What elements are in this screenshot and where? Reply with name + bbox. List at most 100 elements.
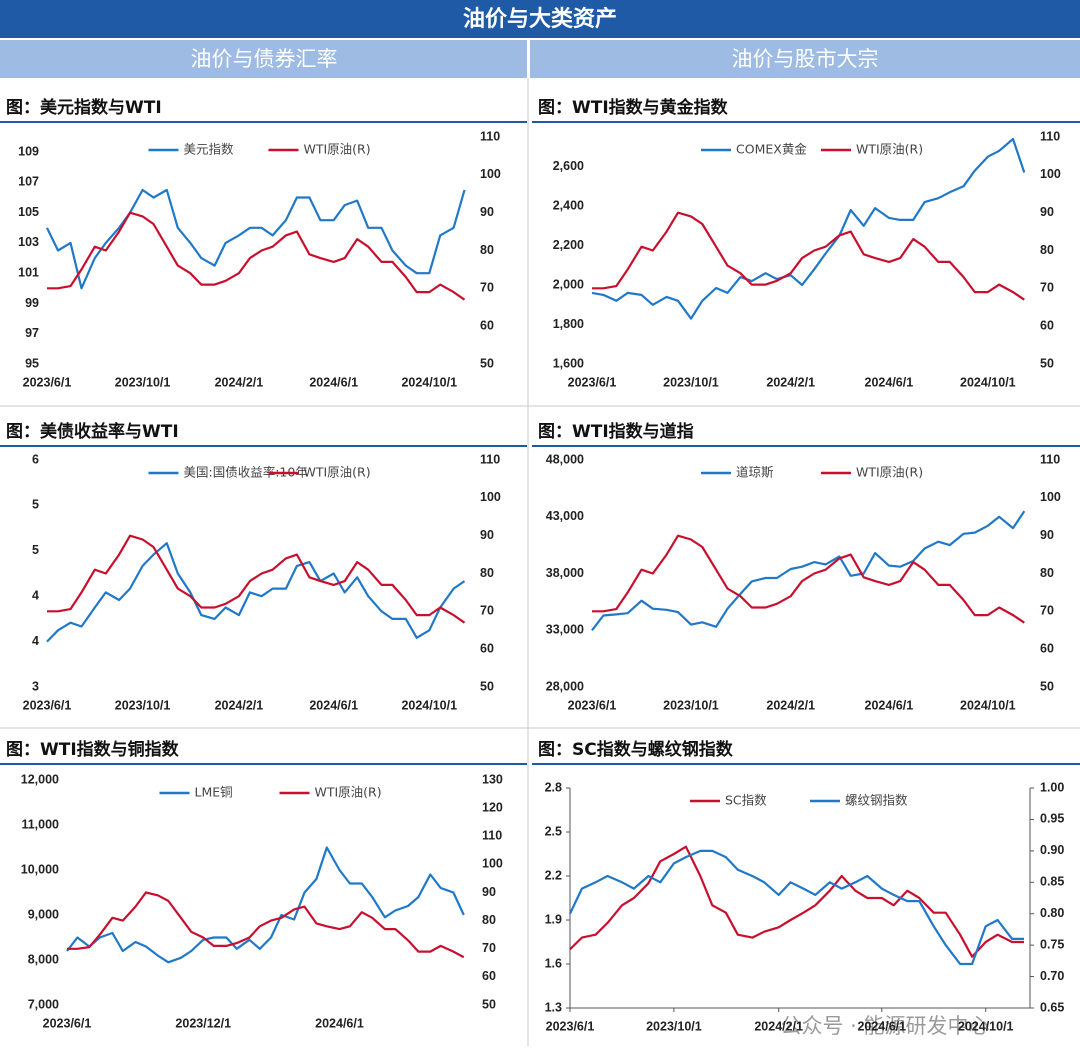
series-line: [592, 211, 1025, 301]
y2-tick-label: 120: [482, 800, 503, 814]
section-bar: [0, 40, 527, 78]
legend-label: WTI原油(R): [304, 142, 371, 157]
y-tick-label: 5: [32, 498, 39, 512]
series-line: [67, 891, 465, 959]
y-tick-label: 1.6: [545, 956, 562, 970]
y2-tick-label: 70: [1040, 281, 1054, 295]
y-tick-label: 109: [18, 144, 39, 158]
y2-tick-label: 60: [1040, 641, 1054, 655]
y2-tick-label: 0.65: [1040, 1000, 1064, 1014]
y-tick-label: 1.3: [545, 1000, 562, 1014]
y-tick-label: 103: [18, 235, 39, 249]
x-tick-label: 2024/2/1: [766, 698, 815, 712]
x-tick-label: 2023/6/1: [23, 698, 72, 712]
x-tick-label: 2024/10/1: [401, 375, 457, 389]
y2-tick-label: 50: [480, 679, 494, 693]
y2-tick-label: 90: [1040, 528, 1054, 542]
x-tick-label: 2024/6/1: [865, 698, 914, 712]
y-tick-label: 11,000: [21, 817, 59, 831]
series-line: [592, 534, 1025, 624]
y2-tick-label: 50: [482, 997, 496, 1011]
x-tick-label: 2024/6/1: [309, 375, 358, 389]
series-line: [569, 849, 1024, 966]
x-tick-label: 2023/6/1: [43, 1016, 92, 1030]
legend-label: 美国:国债收益率:10年: [184, 465, 308, 480]
x-tick-label: 2023/6/1: [568, 698, 617, 712]
y2-tick-label: 70: [1040, 604, 1054, 618]
y-tick-label: 1,600: [553, 356, 584, 370]
y-tick-label: 2.8: [545, 780, 562, 794]
series-line: [47, 534, 466, 624]
x-tick-label: 2024/10/1: [958, 1019, 1014, 1033]
x-tick-label: 2023/6/1: [568, 375, 617, 389]
y2-tick-label: 100: [480, 490, 501, 504]
legend-label: 美元指数: [184, 142, 235, 157]
legend-label: SC指数: [725, 793, 767, 808]
y-tick-label: 105: [18, 205, 39, 219]
y2-tick-label: 70: [482, 941, 496, 955]
y2-tick-label: 50: [1040, 356, 1054, 370]
series-line: [46, 542, 466, 643]
x-tick-label: 2024/2/1: [766, 375, 815, 389]
x-tick-label: 2024/2/1: [215, 698, 264, 712]
y2-tick-label: 110: [480, 452, 500, 466]
y-tick-label: 95: [25, 356, 39, 370]
legend-label: COMEX黄金: [736, 142, 807, 157]
chart-title: 图：WTI指数与铜指数: [6, 739, 180, 760]
x-tick-label: 2024/6/1: [865, 375, 914, 389]
y-tick-label: 4: [32, 588, 39, 602]
section-title: 油价与债券汇率: [191, 47, 338, 71]
y2-tick-label: 80: [480, 566, 494, 580]
y-tick-label: 2,200: [553, 238, 584, 252]
legend-label: WTI原油(R): [856, 142, 923, 157]
y2-tick-label: 130: [482, 772, 503, 786]
x-tick-label: 2023/6/1: [546, 1019, 595, 1033]
chart-title: 图：WTI指数与道指: [538, 421, 694, 442]
chart-title: 图：美债收益率与WTI: [6, 421, 179, 442]
y-tick-label: 48,000: [546, 452, 584, 466]
series-line: [591, 510, 1026, 631]
y-tick-label: 5: [32, 543, 39, 557]
y-tick-label: 2.5: [545, 824, 562, 838]
x-tick-label: 2024/6/1: [857, 1019, 906, 1033]
y2-tick-label: 0.95: [1040, 812, 1064, 826]
y2-tick-label: 70: [480, 604, 494, 618]
y2-tick-label: 80: [1040, 243, 1054, 257]
y2-tick-label: 100: [480, 167, 501, 181]
watermark: 公众号 · 能源研发中心: [780, 1014, 989, 1038]
y2-tick-label: 90: [480, 528, 494, 542]
series-line: [591, 137, 1026, 320]
x-tick-label: 2024/10/1: [960, 698, 1016, 712]
y-tick-label: 101: [18, 265, 39, 279]
y2-tick-label: 80: [482, 913, 496, 927]
y2-tick-label: 0.90: [1040, 843, 1064, 857]
y-tick-label: 28,000: [546, 679, 584, 693]
y2-tick-label: 60: [480, 641, 494, 655]
x-tick-label: 2023/10/1: [663, 698, 719, 712]
x-tick-label: 2024/6/1: [309, 698, 358, 712]
y2-tick-label: 100: [482, 857, 503, 871]
series-line: [46, 188, 466, 290]
y2-tick-label: 90: [480, 205, 494, 219]
x-tick-label: 2023/10/1: [115, 375, 171, 389]
series-line: [66, 846, 465, 964]
y2-tick-label: 0.75: [1040, 937, 1064, 951]
y-tick-label: 10,000: [21, 862, 59, 876]
x-tick-label: 2024/2/1: [754, 1019, 803, 1033]
y-tick-label: 1.9: [545, 912, 562, 926]
y2-tick-label: 110: [1040, 452, 1060, 466]
x-tick-label: 2024/2/1: [215, 375, 264, 389]
y2-tick-label: 60: [1040, 318, 1054, 332]
y2-tick-label: 110: [480, 129, 500, 143]
y-tick-label: 2,400: [553, 198, 584, 212]
x-tick-label: 2023/10/1: [646, 1019, 702, 1033]
y-tick-label: 8,000: [28, 952, 59, 966]
y-tick-label: 2.2: [545, 868, 562, 882]
y-tick-label: 38,000: [546, 566, 584, 580]
x-tick-label: 2024/6/1: [315, 1016, 364, 1030]
y-tick-label: 33,000: [546, 623, 584, 637]
x-tick-label: 2024/10/1: [401, 698, 457, 712]
y2-tick-label: 90: [1040, 205, 1054, 219]
